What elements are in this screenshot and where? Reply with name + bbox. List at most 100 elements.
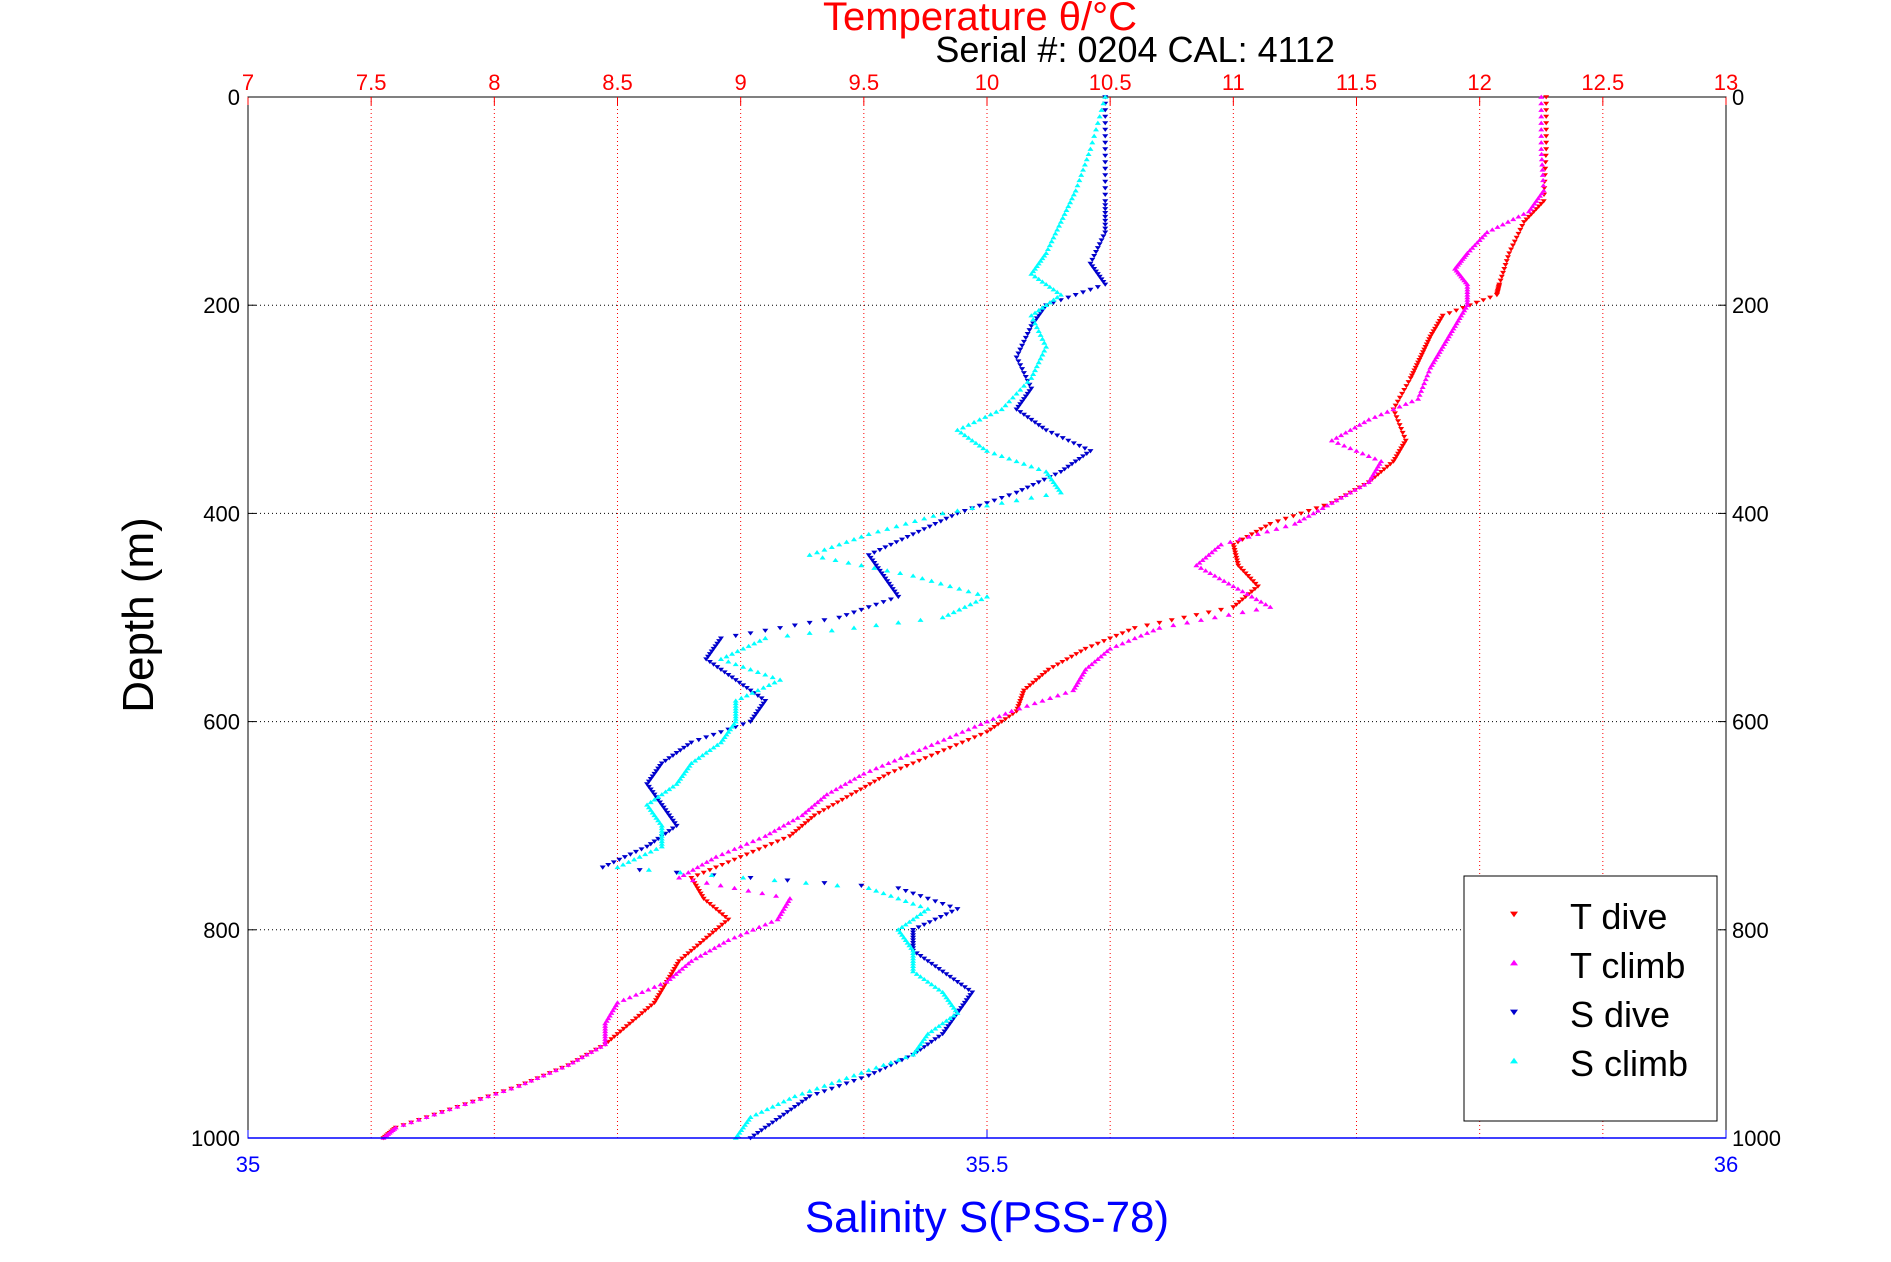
data-point [961, 985, 968, 990]
data-point [1009, 711, 1016, 717]
data-point [1006, 714, 1013, 719]
data-point [621, 855, 628, 860]
data-point [1050, 665, 1057, 670]
data-point [765, 1123, 772, 1128]
data-point [644, 844, 651, 849]
data-point [1234, 586, 1241, 591]
data-point [1017, 402, 1024, 407]
data-point [965, 995, 972, 1000]
data-point [1015, 704, 1022, 709]
data-point [1083, 157, 1090, 162]
data-point [716, 909, 723, 914]
data-point [865, 1067, 872, 1073]
data-point [732, 708, 739, 713]
data-point [658, 841, 665, 846]
data-point [1525, 214, 1532, 220]
data-point [1543, 140, 1550, 145]
data-point [645, 1006, 652, 1011]
temperature-tick-label: 12 [1467, 70, 1491, 95]
data-point [454, 1104, 461, 1109]
data-point [825, 805, 832, 810]
data-point [1094, 272, 1101, 277]
data-point [1543, 108, 1550, 113]
data-point [1391, 456, 1398, 462]
data-point [958, 430, 965, 435]
data-point [1381, 467, 1388, 472]
data-point [712, 644, 719, 649]
data-point [990, 716, 997, 721]
data-point [508, 1086, 515, 1091]
data-point [774, 916, 781, 922]
data-point [1359, 451, 1366, 456]
data-point [977, 732, 984, 738]
data-point [874, 529, 881, 534]
data-point [913, 951, 920, 956]
data-point [1039, 352, 1046, 357]
data-point [917, 1047, 924, 1052]
data-point [910, 930, 917, 935]
data-point [891, 758, 898, 763]
data-point [932, 964, 939, 969]
data-point [1513, 235, 1520, 240]
data-point [1221, 578, 1228, 583]
data-point [823, 792, 830, 797]
data-point [1193, 563, 1200, 568]
data-point [1264, 529, 1271, 534]
data-point [1083, 451, 1090, 456]
data-point [648, 1003, 655, 1008]
data-point [1262, 524, 1269, 529]
data-point [693, 956, 700, 961]
data-point [917, 911, 924, 916]
data-point [965, 987, 972, 993]
data-point [760, 685, 767, 690]
data-point [734, 648, 741, 654]
data-point [1076, 177, 1083, 183]
data-point [974, 591, 981, 596]
data-point [709, 904, 716, 909]
data-point [947, 745, 954, 751]
data-point [1503, 259, 1510, 264]
data-point [1425, 369, 1432, 374]
data-point [1144, 623, 1151, 628]
data-point [1032, 420, 1039, 425]
data-point [873, 888, 880, 893]
data-point [1401, 434, 1408, 440]
data-point [1375, 472, 1382, 477]
data-point [937, 519, 944, 524]
data-point [762, 833, 769, 838]
data-point [1043, 302, 1050, 307]
data-point [832, 557, 839, 563]
data-point [689, 877, 696, 883]
data-point [1214, 544, 1221, 550]
data-point [899, 1058, 906, 1063]
data-point [658, 792, 665, 797]
data-point [717, 740, 724, 745]
data-point [737, 844, 744, 849]
data-point [528, 1078, 535, 1083]
data-point [1036, 675, 1043, 680]
data-point [1070, 192, 1077, 197]
data-point [885, 760, 892, 766]
data-point [579, 1054, 586, 1060]
data-point [953, 743, 960, 748]
data-point [697, 953, 704, 958]
data-point [664, 810, 671, 816]
data-point [1087, 146, 1094, 151]
data-point [876, 568, 883, 574]
data-point [714, 641, 721, 646]
data-point [749, 849, 756, 855]
data-point [961, 508, 968, 514]
data-point [867, 555, 874, 561]
data-point [756, 638, 763, 643]
data-point [1033, 678, 1040, 683]
data-point [674, 961, 681, 967]
data-point [1315, 508, 1322, 513]
data-point [874, 566, 881, 571]
data-point [935, 1023, 942, 1028]
data-point [842, 781, 849, 786]
data-point [1517, 227, 1524, 233]
data-point [969, 990, 976, 995]
data-point [760, 701, 767, 706]
data-point [706, 868, 713, 873]
data-point [1016, 701, 1023, 706]
